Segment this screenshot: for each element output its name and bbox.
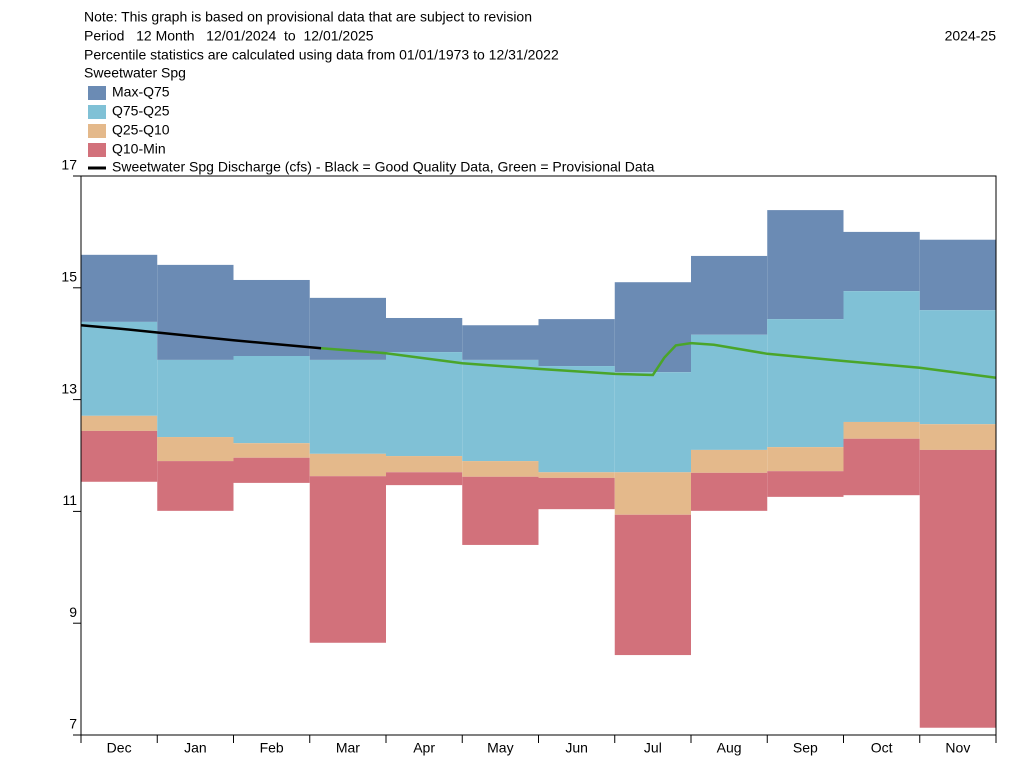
- period: Period 12 Month 12/01/2024 to 12/01/2025: [84, 28, 374, 44]
- band: [919, 310, 996, 425]
- band: [233, 457, 310, 483]
- band: [843, 438, 920, 496]
- band: [386, 317, 463, 353]
- y-tick-label: 17: [61, 157, 77, 173]
- x-tick-label: Oct: [871, 740, 893, 756]
- band: [614, 472, 691, 515]
- y-tick-label: 13: [61, 380, 77, 396]
- x-tick-label: May: [487, 740, 513, 756]
- band: [691, 255, 768, 335]
- band: [767, 471, 844, 497]
- x-tick-label: Jan: [184, 740, 207, 756]
- band: [157, 461, 234, 511]
- band: [157, 359, 234, 438]
- band: [919, 424, 996, 450]
- band: [462, 476, 539, 545]
- legend-label: Q75-Q25: [112, 103, 170, 119]
- band: [538, 472, 615, 478]
- percentile-note: Percentile statistics are calculated usi…: [84, 47, 559, 63]
- x-tick-label: Jun: [565, 740, 588, 756]
- band: [462, 461, 539, 477]
- water-year: 2024-25: [945, 28, 997, 44]
- legend-swatch: [88, 124, 106, 138]
- x-tick-label: Nov: [945, 740, 970, 756]
- x-tick-label: Dec: [107, 740, 132, 756]
- legend-swatch: [88, 105, 106, 119]
- band: [614, 514, 691, 656]
- discharge-line: [321, 341, 997, 380]
- x-tick-label: Apr: [413, 740, 435, 756]
- band: [157, 437, 234, 462]
- note: Note: This graph is based on provisional…: [84, 9, 532, 25]
- band: [309, 359, 386, 454]
- band: [538, 477, 615, 510]
- band: [538, 366, 615, 473]
- x-tick-label: Feb: [260, 740, 284, 756]
- y-tick-label: 15: [61, 269, 77, 285]
- x-tick-label: Mar: [336, 740, 360, 756]
- band: [81, 321, 158, 416]
- band: [843, 421, 920, 439]
- discharge-line: [80, 324, 322, 350]
- band: [919, 449, 996, 728]
- station: Sweetwater Spg: [84, 65, 186, 81]
- band: [843, 291, 920, 422]
- legend-line-label: Sweetwater Spg Discharge (cfs) - Black =…: [112, 159, 655, 175]
- band: [81, 415, 158, 431]
- band: [81, 254, 158, 322]
- band: [462, 325, 539, 360]
- legend-label: Q25-Q10: [112, 122, 170, 138]
- band: [767, 319, 844, 448]
- band: [386, 456, 463, 473]
- band: [691, 334, 768, 450]
- band: [691, 449, 768, 473]
- band: [233, 355, 310, 444]
- band: [157, 264, 234, 360]
- band: [81, 430, 158, 482]
- x-tick-label: Aug: [717, 740, 742, 756]
- band: [614, 372, 691, 473]
- x-tick-label: Jul: [644, 740, 662, 756]
- legend-swatch: [88, 86, 106, 100]
- legend-label: Q10-Min: [112, 141, 166, 157]
- x-tick-label: Sep: [793, 740, 818, 756]
- band: [767, 210, 844, 320]
- y-tick-label: 9: [69, 604, 77, 620]
- band: [843, 231, 920, 292]
- y-tick-label: 7: [69, 716, 77, 732]
- legend-label: Max-Q75: [112, 84, 170, 100]
- legend-swatch: [88, 143, 106, 157]
- band: [233, 443, 310, 458]
- band: [309, 476, 386, 643]
- y-tick-label: 11: [62, 492, 77, 508]
- band: [462, 359, 539, 462]
- band: [691, 472, 768, 511]
- band: [767, 447, 844, 472]
- band: [614, 282, 691, 373]
- band: [386, 352, 463, 457]
- band: [538, 319, 615, 367]
- band: [386, 472, 463, 486]
- band: [309, 453, 386, 477]
- band: [919, 239, 996, 311]
